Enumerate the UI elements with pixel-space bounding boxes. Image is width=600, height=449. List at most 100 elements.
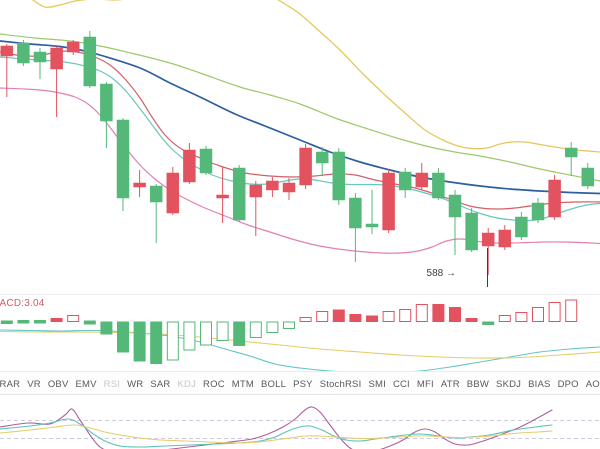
macd-histogram-bar (465, 318, 478, 322)
macd-histogram-bar (266, 321, 279, 333)
macd-histogram-bar (200, 321, 212, 346)
candle-body-down (166, 172, 180, 214)
candle-body-down (216, 194, 229, 199)
candle-body-up (581, 167, 595, 187)
candle-body-down (481, 232, 495, 247)
candle-body-up (365, 223, 379, 228)
candle-body-up (100, 83, 113, 122)
tab-sar[interactable]: SAR (150, 379, 171, 390)
macd-chart[interactable] (0, 295, 600, 371)
macd-histogram-bar (166, 321, 179, 361)
macd-histogram-bar (0, 320, 13, 324)
candle-body-up (349, 197, 362, 229)
candle-body-up (315, 151, 329, 164)
macd-histogram-bar (349, 314, 362, 322)
tab-rsi[interactable]: RSI (103, 379, 121, 390)
tab-mtm[interactable]: MTM (231, 379, 254, 390)
candle-body-down (266, 180, 279, 191)
candle-body-up (465, 212, 478, 251)
band-yellow-left (31, 0, 124, 8)
kdj-panel (0, 395, 600, 449)
candlestick-chart[interactable]: 588 → (0, 0, 600, 294)
macd-dea-yellow (0, 330, 600, 359)
indicator-tab-bar: BRAR VR OBV EMV RSI WR SAR KDJ ROC MTM BOLL PSY Stoc… (0, 371, 600, 395)
candle-body-up (17, 42, 30, 64)
tab-vr[interactable]: VR (27, 379, 41, 390)
tab-kdj[interactable]: KDJ (177, 379, 197, 390)
tab-stochrsi[interactable]: StochRSI (319, 379, 362, 390)
candle-body-down (299, 147, 312, 186)
price-annotation-588: 588 → (427, 268, 456, 279)
macd-histogram-bar (17, 320, 30, 324)
macd-histogram-bar (183, 321, 196, 351)
candle-body-up (232, 167, 246, 221)
macd-value-label: MACD:3.04 (0, 298, 45, 309)
macd-histogram-bar (515, 312, 528, 322)
kdj-j-purple (0, 406, 553, 449)
candle-body-down (498, 229, 512, 248)
candle-body-down (282, 182, 296, 193)
candle-body-up (515, 216, 528, 238)
macd-histogram-bar (34, 320, 46, 324)
candle-body-down (66, 41, 80, 53)
tab-emv[interactable]: EMV (75, 379, 97, 390)
kdj-k-teal (0, 418, 553, 448)
macd-histogram-bar (117, 321, 129, 353)
tab-skdj[interactable]: SKDJ (496, 379, 522, 390)
tab-obv[interactable]: OBV (47, 379, 69, 390)
candle-body-down (249, 184, 263, 198)
band-yellow-right (277, 0, 600, 153)
tab-bias[interactable]: BIAS (528, 379, 551, 390)
macd-histogram-bar (233, 321, 246, 346)
macd-histogram-bar (83, 320, 96, 325)
tab-ao[interactable]: AO (585, 379, 600, 390)
macd-histogram-bar (366, 315, 378, 322)
macd-histogram-bar (498, 315, 511, 322)
candle-body-up (83, 36, 97, 87)
tab-smi[interactable]: SMI (368, 379, 386, 390)
candle-body-up (448, 194, 462, 218)
macd-histogram-bar (100, 321, 113, 335)
tab-dpo[interactable]: DPO (557, 379, 579, 390)
kdj-d-yellow (0, 424, 553, 444)
macd-histogram-bar (50, 318, 63, 322)
kdj-chart[interactable] (0, 395, 600, 449)
candle-body-down (50, 47, 63, 70)
candle-body-up (199, 148, 213, 174)
macd-histogram-bar (216, 321, 229, 341)
macd-histogram-bar (299, 317, 312, 322)
macd-histogram-bar (316, 311, 329, 322)
candle-body-up (149, 185, 163, 203)
macd-histogram-bar (565, 299, 578, 322)
macd-histogram-bar (432, 304, 445, 322)
macd-histogram-bar (399, 309, 412, 322)
candle-body-down (415, 172, 429, 188)
tab-brar[interactable]: BRAR (0, 379, 21, 390)
tab-bbw[interactable]: BBW (466, 379, 490, 390)
tab-mfi[interactable]: MFI (416, 379, 434, 390)
macd-histogram-bar (415, 304, 428, 322)
candle-body-down (0, 45, 14, 57)
macd-histogram-bar (67, 315, 80, 322)
ma-green (0, 33, 600, 182)
candle-body-up (531, 202, 545, 221)
candle-body-up (33, 51, 47, 63)
tab-psy[interactable]: PSY (293, 379, 313, 390)
macd-histogram-bar (332, 309, 345, 322)
band-pink (0, 87, 600, 254)
macd-histogram-bar (133, 321, 146, 362)
tab-boll[interactable]: BOLL (261, 379, 287, 390)
tab-cci[interactable]: CCI (392, 379, 410, 390)
macd-histogram-bar (532, 307, 544, 322)
candle-body-up (564, 147, 578, 158)
tab-atr[interactable]: ATR (440, 379, 460, 390)
tab-roc[interactable]: ROC (203, 379, 225, 390)
candle-body-down (382, 172, 395, 231)
macd-histogram-bar (548, 302, 561, 322)
macd-histogram-bar (249, 321, 262, 338)
candle-body-up (432, 172, 445, 199)
tab-wr[interactable]: WR (127, 379, 144, 390)
macd-histogram-bar (283, 321, 295, 329)
macd-histogram-bar (382, 311, 395, 322)
